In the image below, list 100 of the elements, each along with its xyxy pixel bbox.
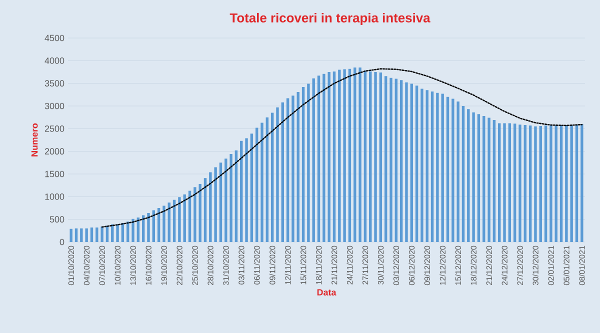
bar xyxy=(492,120,496,242)
y-axis-title: Numero xyxy=(31,123,38,156)
bar xyxy=(513,124,516,242)
chart-title: Totale ricoveri in terapia intesiva xyxy=(230,12,430,26)
bar xyxy=(410,84,413,242)
bar xyxy=(317,76,320,242)
bar xyxy=(343,69,346,242)
bar xyxy=(214,167,217,242)
bar xyxy=(240,140,243,242)
bar xyxy=(188,190,192,242)
bar xyxy=(85,228,88,242)
bar xyxy=(183,194,186,242)
bar xyxy=(565,125,568,242)
bar xyxy=(281,102,284,242)
bar xyxy=(270,112,274,242)
bar xyxy=(405,82,408,242)
bar xyxy=(400,80,403,242)
bar xyxy=(575,124,578,242)
bar xyxy=(539,126,542,242)
bar xyxy=(369,72,372,242)
bar xyxy=(379,72,382,242)
y-tick-label: 2000 xyxy=(44,148,64,155)
bar xyxy=(219,162,222,242)
bar xyxy=(570,125,573,242)
y-tick-label: 1000 xyxy=(45,193,64,200)
y-tick-label: 500 xyxy=(50,216,64,223)
bar xyxy=(338,70,341,242)
bar xyxy=(100,226,104,242)
bar xyxy=(302,86,305,242)
bar xyxy=(292,96,294,242)
y-tick-label: 4000 xyxy=(44,57,64,64)
bar xyxy=(452,98,454,242)
bar xyxy=(482,116,486,242)
bar xyxy=(260,122,264,242)
bar xyxy=(364,70,367,242)
y-tick-label: 4500 xyxy=(44,34,64,42)
y-tick-label: 3000 xyxy=(44,102,64,110)
y-tick-label: 0 xyxy=(60,238,64,246)
bar xyxy=(276,107,279,242)
bar xyxy=(245,138,248,242)
bar xyxy=(456,101,460,242)
bar xyxy=(384,76,388,242)
bar xyxy=(488,118,490,242)
y-tick-label: 1500 xyxy=(45,170,64,178)
bar xyxy=(230,154,232,242)
bar xyxy=(162,206,166,242)
bar xyxy=(234,150,238,242)
bar xyxy=(328,72,330,242)
bar xyxy=(508,123,512,242)
bar xyxy=(374,72,377,242)
bar xyxy=(70,228,72,242)
bar xyxy=(358,67,362,242)
bar xyxy=(550,125,552,242)
bar xyxy=(467,109,470,242)
bar xyxy=(554,125,558,242)
bar xyxy=(560,125,563,242)
bar xyxy=(426,90,428,242)
bar xyxy=(312,78,315,242)
bar xyxy=(168,202,170,242)
bar xyxy=(332,72,336,242)
bar xyxy=(209,172,212,242)
bar xyxy=(348,68,352,242)
bar xyxy=(266,117,269,242)
bar xyxy=(580,124,584,242)
bar xyxy=(204,178,207,242)
bar xyxy=(415,86,418,242)
bar xyxy=(446,96,450,242)
bar xyxy=(498,123,501,242)
bar xyxy=(194,187,196,242)
bar xyxy=(307,84,310,242)
bar xyxy=(472,112,475,242)
bar xyxy=(255,128,258,242)
bar xyxy=(390,78,392,242)
bar xyxy=(420,88,424,242)
bar xyxy=(528,125,532,242)
bar xyxy=(80,228,83,242)
bar xyxy=(178,197,181,242)
line-series xyxy=(101,68,583,228)
bar xyxy=(354,67,356,242)
x-axis-title: Data xyxy=(317,289,336,296)
bar xyxy=(296,92,300,242)
bar xyxy=(132,218,134,242)
bar xyxy=(322,74,326,242)
bar xyxy=(544,125,548,242)
bar xyxy=(430,91,434,242)
bar xyxy=(198,184,202,242)
y-tick-label: 2500 xyxy=(44,125,64,132)
y-tick-label: 3500 xyxy=(44,80,64,87)
bar xyxy=(224,158,228,242)
bar xyxy=(534,126,537,242)
bar xyxy=(147,212,150,242)
bar xyxy=(524,125,526,242)
bar xyxy=(286,98,290,242)
bar xyxy=(503,123,506,242)
bar xyxy=(250,134,254,242)
bar xyxy=(477,114,480,242)
bar xyxy=(116,224,119,242)
bar xyxy=(394,78,398,242)
bar xyxy=(96,227,98,242)
bar xyxy=(518,124,522,242)
